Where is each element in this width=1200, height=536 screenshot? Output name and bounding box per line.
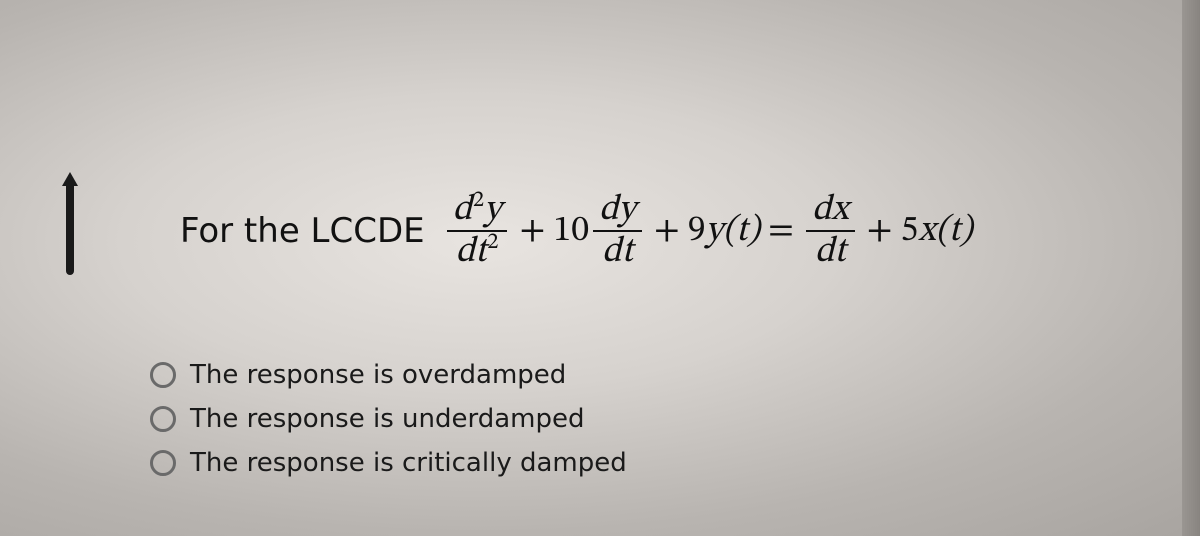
option-overdamped[interactable]: The response is overdamped bbox=[150, 360, 627, 390]
option-underdamped[interactable]: The response is underdamped bbox=[150, 404, 627, 434]
y-of-t: y(t) bbox=[706, 209, 760, 254]
page-right-edge bbox=[1182, 0, 1200, 536]
answer-options: The response is overdamped The response … bbox=[150, 360, 627, 492]
x-of-t: x(t) bbox=[918, 209, 972, 254]
fraction-dy-dt: dy dt bbox=[593, 190, 642, 272]
fraction-dx-dt: dx dt bbox=[806, 190, 855, 272]
coef-5: 5 bbox=[901, 209, 919, 254]
radio-icon[interactable] bbox=[150, 362, 176, 388]
equals-op: = bbox=[760, 209, 802, 254]
plus-op: + bbox=[646, 209, 688, 254]
equation: d2y dt2 + 10 dy dt + 9 y(t) = dx dt + 5 … bbox=[443, 190, 973, 272]
option-critically-damped[interactable]: The response is critically damped bbox=[150, 448, 627, 478]
question-lead-text: For the LCCDE bbox=[180, 211, 425, 251]
bookmark-arrow-icon bbox=[62, 172, 78, 275]
plus-op: + bbox=[859, 209, 901, 254]
fraction-d2y-dt2: d2y dt2 bbox=[447, 190, 508, 272]
option-label: The response is critically damped bbox=[190, 448, 627, 478]
radio-icon[interactable] bbox=[150, 450, 176, 476]
option-label: The response is underdamped bbox=[190, 404, 584, 434]
radio-icon[interactable] bbox=[150, 406, 176, 432]
option-label: The response is overdamped bbox=[190, 360, 566, 390]
coef-9: 9 bbox=[688, 209, 706, 254]
coef-10: 10 bbox=[553, 209, 589, 254]
question-prompt: For the LCCDE d2y dt2 + 10 dy dt + 9 y(t… bbox=[180, 190, 1180, 272]
plus-op: + bbox=[511, 209, 553, 254]
